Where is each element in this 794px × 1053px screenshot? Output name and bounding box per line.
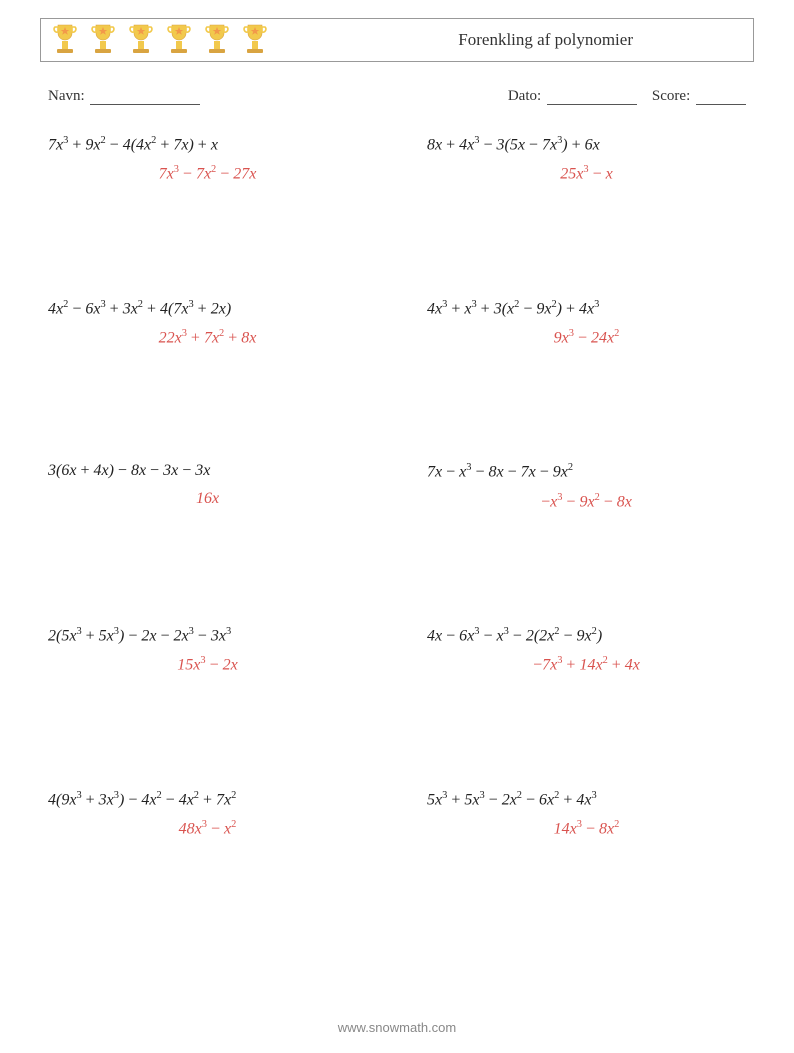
problem-answer: 16x [48, 490, 367, 508]
date-label: Dato: [508, 88, 541, 104]
problem-question: 4(9x3 + 3x3) − 4x2 − 4x2 + 7x2 [48, 790, 367, 809]
trophy-icon [127, 21, 155, 55]
problem-answer: 48x3 − x2 [48, 819, 367, 838]
trophy-icon [241, 21, 269, 55]
problem-question: 7x3 + 9x2 − 4(4x2 + 7x) + x [48, 135, 367, 154]
problem-answer: −x3 − 9x2 − 8x [427, 492, 746, 511]
problem-cell: 8x + 4x3 − 3(5x − 7x3) + 6x 25x3 − x [427, 135, 746, 184]
header-band: Forenkling af polynomier [40, 18, 754, 62]
date-score-fields: Dato: Score: [508, 88, 746, 105]
problem-question: 4x − 6x3 − x3 − 2(2x2 − 9x2) [427, 626, 746, 645]
problems-section: 7x3 + 9x2 − 4(4x2 + 7x) + x 7x3 − 7x2 − 2… [48, 135, 746, 838]
problem-answer: 15x3 − 2x [48, 655, 367, 674]
name-label: Navn: [48, 88, 85, 104]
problem-question: 5x3 + 5x3 − 2x2 − 6x2 + 4x3 [427, 790, 746, 809]
problem-cell: 4x2 − 6x3 + 3x2 + 4(7x3 + 2x) 22x3 + 7x2 … [48, 299, 367, 348]
problem-answer: −7x3 + 14x2 + 4x [427, 655, 746, 674]
problem-question: 2(5x3 + 5x3) − 2x − 2x3 − 3x3 [48, 626, 367, 645]
footer-text: www.snowmath.com [0, 1020, 794, 1035]
trophy-row [41, 21, 269, 60]
name-blank [90, 91, 200, 105]
page-title: Forenkling af polynomier [458, 30, 633, 50]
problem-answer: 9x3 − 24x2 [427, 328, 746, 347]
trophy-icon [165, 21, 193, 55]
trophy-icon [203, 21, 231, 55]
problem-cell: 2(5x3 + 5x3) − 2x − 2x3 − 3x3 15x3 − 2x [48, 626, 367, 675]
name-field: Navn: [48, 88, 200, 105]
problem-cell: 4x − 6x3 − x3 − 2(2x2 − 9x2) −7x3 + 14x2 … [427, 626, 746, 675]
problem-question: 8x + 4x3 − 3(5x − 7x3) + 6x [427, 135, 746, 154]
problem-answer: 22x3 + 7x2 + 8x [48, 328, 367, 347]
problem-grid: 7x3 + 9x2 − 4(4x2 + 7x) + x 7x3 − 7x2 − 2… [48, 135, 746, 838]
problem-answer: 7x3 − 7x2 − 27x [48, 164, 367, 183]
trophy-icon [89, 21, 117, 55]
problem-answer: 14x3 − 8x2 [427, 819, 746, 838]
problem-question: 7x − x3 − 8x − 7x − 9x2 [427, 462, 746, 481]
trophy-icon [51, 21, 79, 55]
score-blank [696, 91, 746, 105]
problem-cell: 5x3 + 5x3 − 2x2 − 6x2 + 4x3 14x3 − 8x2 [427, 790, 746, 839]
score-label: Score: [652, 88, 690, 104]
date-blank [547, 91, 637, 105]
problem-question: 4x2 − 6x3 + 3x2 + 4(7x3 + 2x) [48, 299, 367, 318]
problem-question: 4x3 + x3 + 3(x2 − 9x2) + 4x3 [427, 299, 746, 318]
problem-cell: 3(6x + 4x) − 8x − 3x − 3x 16x [48, 462, 367, 511]
problem-cell: 7x − x3 − 8x − 7x − 9x2 −x3 − 9x2 − 8x [427, 462, 746, 511]
problem-answer: 25x3 − x [427, 164, 746, 183]
problem-question: 3(6x + 4x) − 8x − 3x − 3x [48, 462, 367, 480]
problem-cell: 4x3 + x3 + 3(x2 − 9x2) + 4x3 9x3 − 24x2 [427, 299, 746, 348]
problem-cell: 7x3 + 9x2 − 4(4x2 + 7x) + x 7x3 − 7x2 − 2… [48, 135, 367, 184]
problem-cell: 4(9x3 + 3x3) − 4x2 − 4x2 + 7x2 48x3 − x2 [48, 790, 367, 839]
